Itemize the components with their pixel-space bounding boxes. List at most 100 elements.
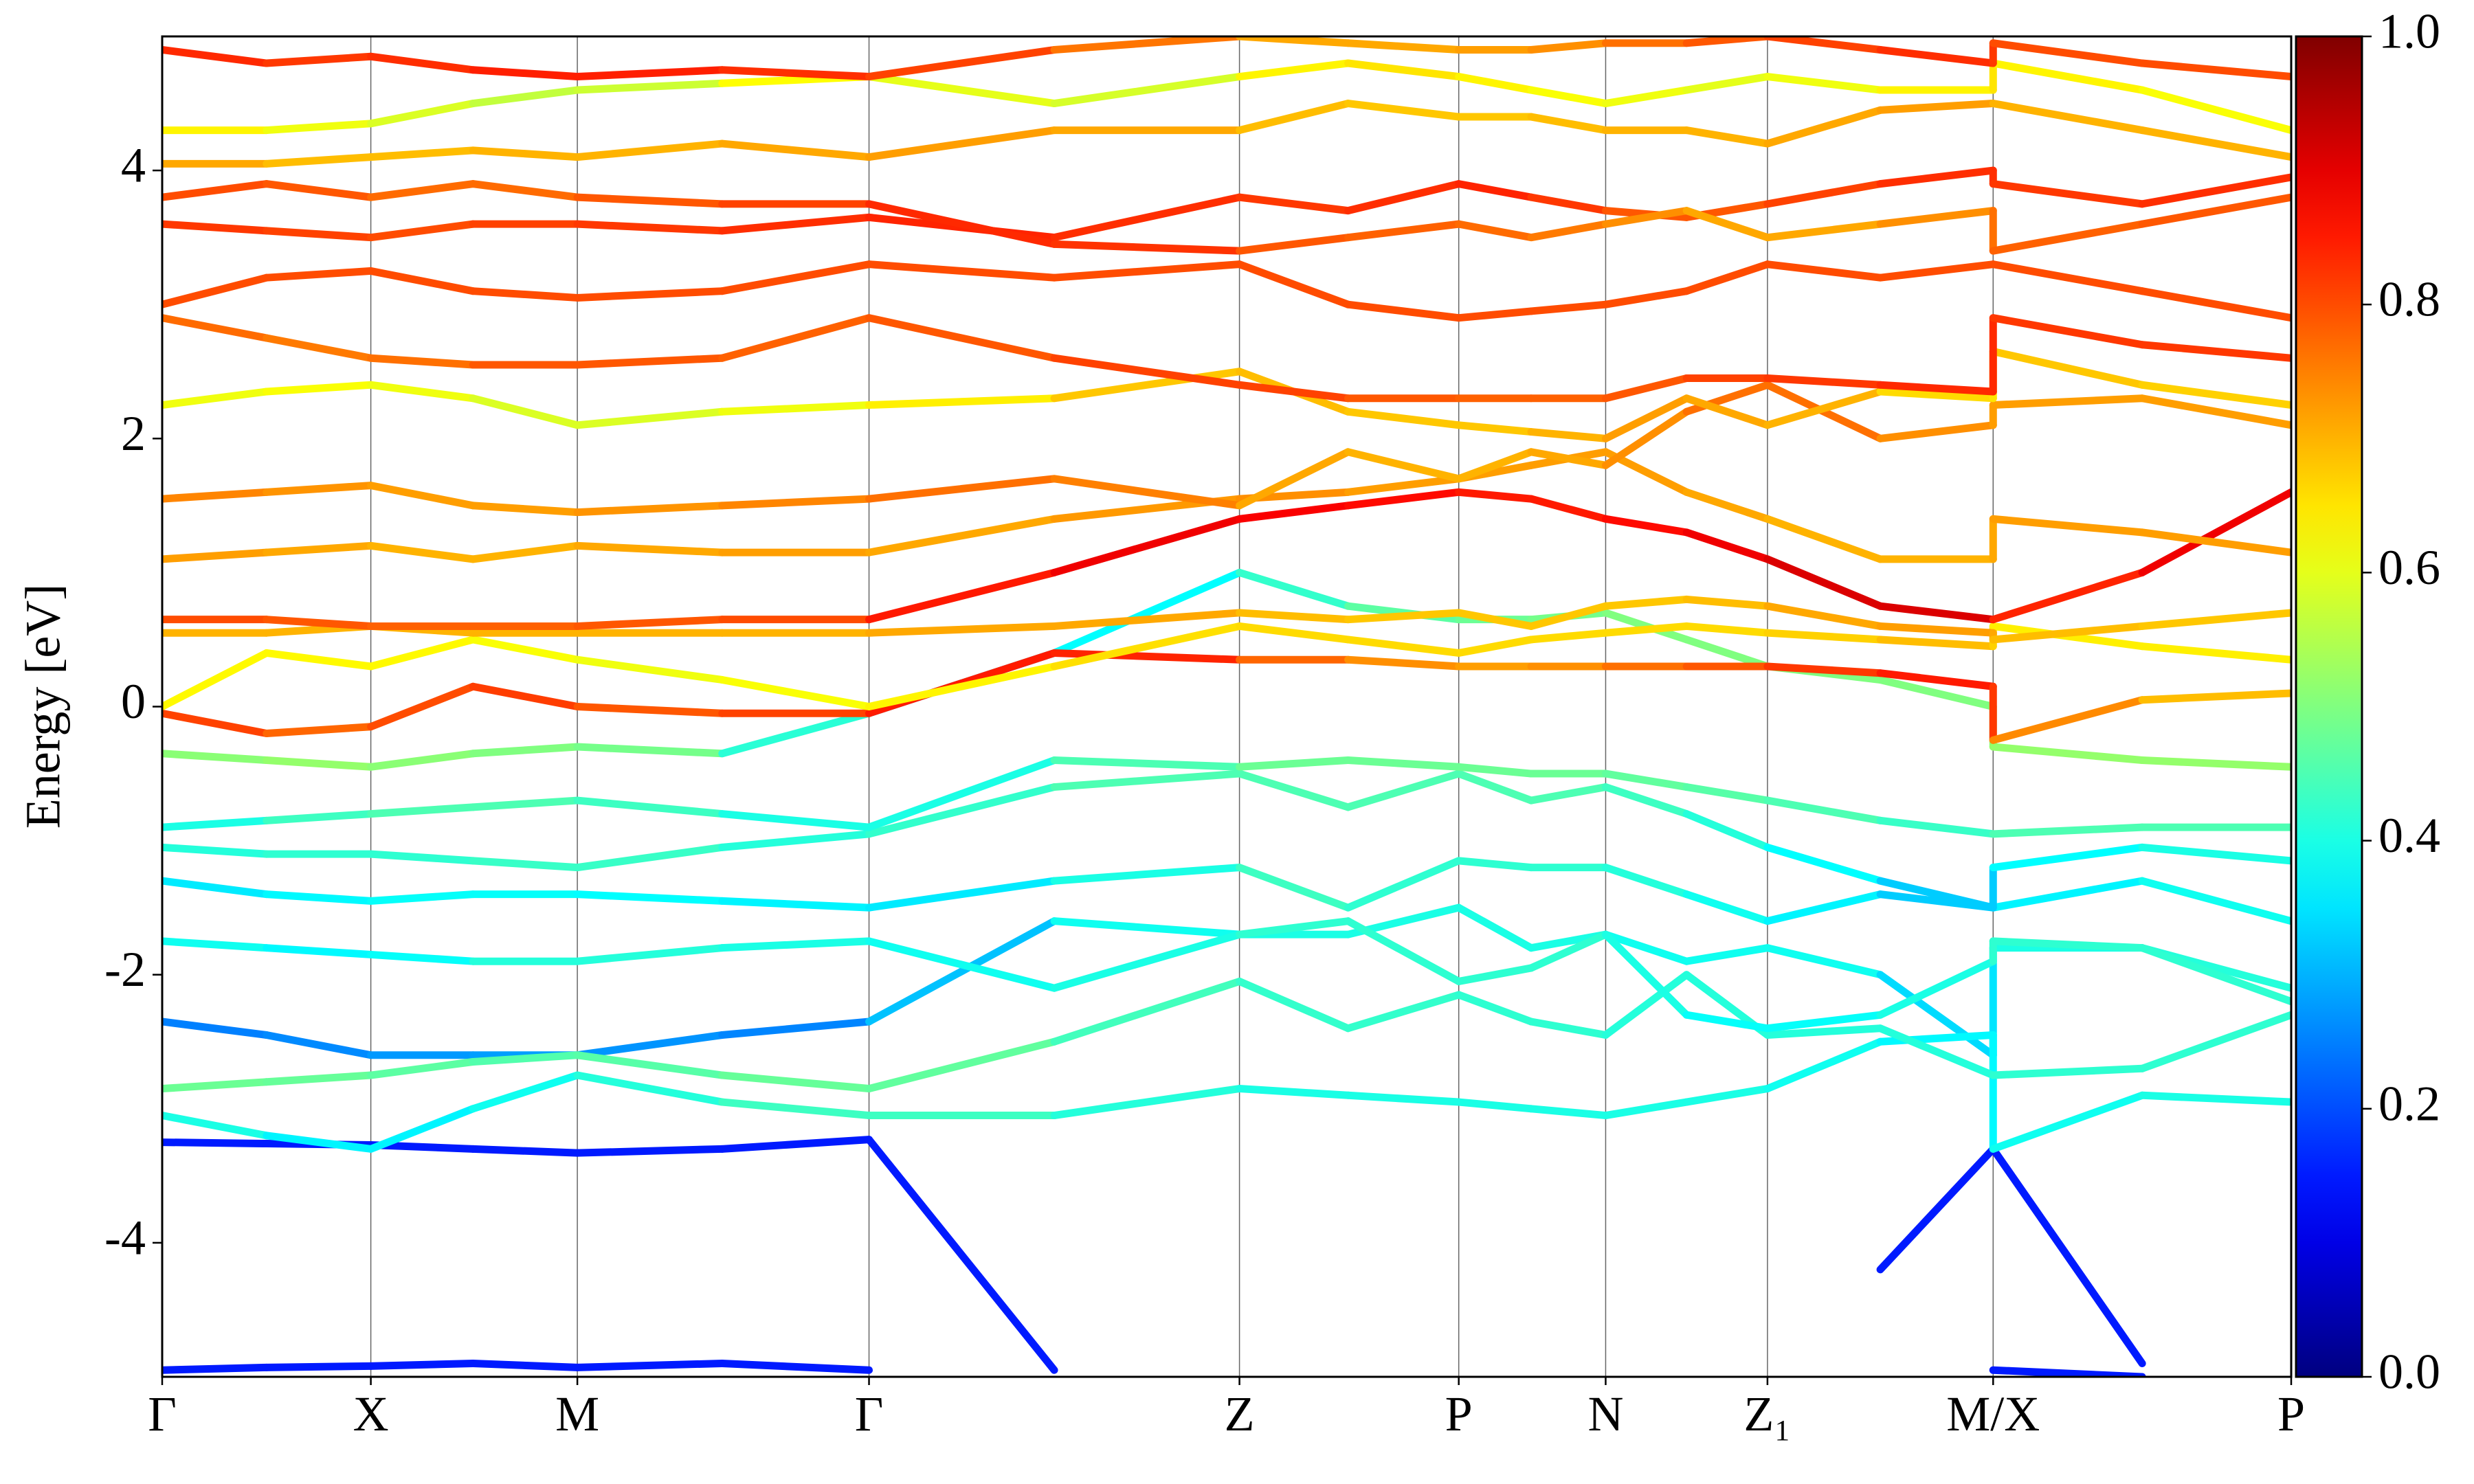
band-segment: [1236, 381, 1352, 403]
band-segment: [263, 120, 375, 135]
band-segment: [718, 1136, 873, 1153]
y-tick-label: -2: [104, 942, 146, 997]
band-segment: [1236, 234, 1352, 255]
band-segment: [162, 387, 271, 409]
band-segment: [1455, 769, 1535, 805]
band-segment: [573, 541, 726, 556]
band-segment: [2138, 173, 2291, 208]
band-segment: [162, 46, 271, 67]
band-segment: [263, 810, 375, 824]
x-tick-label: Z: [1225, 1386, 1255, 1441]
band-segment: [718, 937, 873, 952]
band-segment: [1682, 944, 1772, 965]
band-segment: [1682, 622, 1772, 637]
band-segment: [1236, 1085, 1352, 1099]
band-segment: [162, 180, 271, 201]
band-segment: [1601, 769, 1691, 791]
band-segment: [718, 830, 873, 851]
band-segment: [469, 287, 581, 302]
band-segment: [1989, 622, 2146, 644]
band-segment: [367, 682, 477, 731]
bands: [162, 36, 2291, 1377]
band-segment: [1876, 602, 1997, 624]
band-segment: [1763, 387, 1884, 429]
band-segment: [162, 937, 271, 952]
band-segment: [1236, 193, 1352, 215]
band-segment: [1989, 743, 2146, 765]
band-segment: [865, 1136, 1058, 1374]
band-segment: [1527, 113, 1609, 135]
band-segment: [1763, 106, 1884, 148]
band-segment: [1236, 59, 1352, 81]
band-segment: [1989, 394, 2146, 409]
band-segment: [1344, 609, 1463, 624]
band-segment: [1989, 696, 2146, 744]
band-segment: [1876, 1031, 1997, 1046]
x-tick-label: M: [555, 1386, 599, 1441]
band-segment: [1876, 260, 1997, 282]
band-segment: [2138, 381, 2291, 409]
band-segment: [2138, 609, 2291, 630]
colorbar-tick-label: 0.6: [2378, 540, 2440, 595]
band-segment: [1763, 629, 1884, 644]
x-tick-label: P: [2277, 1386, 2305, 1441]
x-tick-label: Z₁: [1743, 1386, 1791, 1441]
band-segment: [573, 220, 726, 235]
band-segment: [1236, 568, 1352, 610]
band-segment: [1876, 1024, 1997, 1079]
y-tick-label: 2: [121, 406, 146, 461]
band-segment: [1344, 655, 1463, 671]
band-segment: [1455, 307, 1535, 322]
band-segment: [1989, 1091, 2146, 1153]
band-segment: [1455, 857, 1535, 872]
band-segment: [1876, 166, 1997, 188]
band-segment: [1876, 957, 1997, 1019]
band-segment: [1050, 73, 1244, 108]
band-segment: [2138, 1091, 2291, 1106]
band-segment: [865, 783, 1058, 838]
band-segment: [573, 703, 726, 717]
band-segment: [1876, 100, 1997, 114]
band-segment: [162, 709, 271, 738]
band-segment: [1989, 347, 2146, 389]
band-segment: [573, 796, 726, 818]
band-segment: [1989, 843, 2146, 872]
band-segment: [573, 193, 726, 208]
band-segment: [718, 897, 873, 912]
band-segment: [1682, 394, 1772, 429]
band-segment: [263, 1031, 375, 1059]
band-segment: [865, 917, 1058, 1026]
band-segment: [1989, 59, 2146, 94]
band-segment: [1455, 964, 1535, 985]
band-segment: [1050, 240, 1244, 255]
band-segment: [367, 890, 477, 905]
band-segment: [1050, 917, 1244, 938]
band-segment: [263, 541, 375, 556]
band-segment: [865, 475, 1058, 503]
band-segment: [573, 1145, 726, 1157]
band-segment: [1989, 515, 2146, 537]
band-segment: [1455, 488, 1535, 503]
band-segment: [1527, 783, 1609, 805]
band-segment: [1527, 930, 1609, 972]
band-segment: [718, 139, 873, 161]
band-segment: [1682, 126, 1772, 148]
band-segment: [1455, 609, 1535, 630]
band-segment: [1876, 387, 1997, 403]
band-segment: [1763, 220, 1884, 242]
band-segment: [1989, 1064, 2146, 1079]
band-segment: [1236, 448, 1352, 510]
band-segment: [1763, 890, 1884, 925]
band-segment: [1682, 528, 1772, 563]
band-segment: [1236, 864, 1352, 912]
band-segment: [263, 616, 375, 630]
colorbar-tick-label: 0.2: [2378, 1076, 2440, 1131]
band-segment: [1455, 421, 1535, 436]
x-tick-label: M/X: [1946, 1386, 2040, 1441]
band-segment: [573, 616, 726, 630]
band-segment: [1989, 220, 2146, 255]
band-segment: [718, 709, 873, 758]
band-segment: [718, 810, 873, 831]
band-segment: [263, 944, 375, 958]
band-segment: [1527, 220, 1609, 242]
